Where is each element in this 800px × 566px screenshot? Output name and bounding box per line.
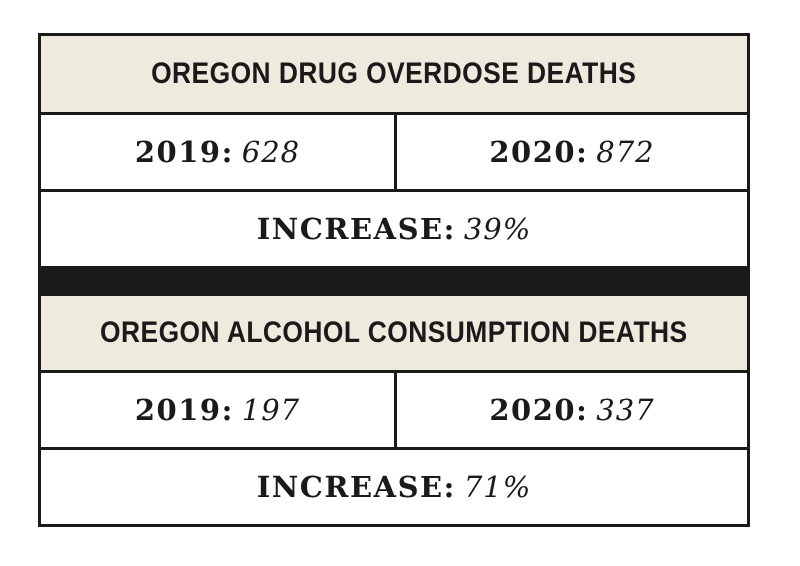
drug-overdose-title: OREGON DRUG OVERDOSE DEATHS	[151, 57, 637, 90]
alcohol-2020-label: 2020:	[489, 393, 589, 427]
drug-2020-label: 2020:	[489, 135, 589, 169]
alcohol-title-row: OREGON ALCOHOL CONSUMPTION DEATHS	[41, 296, 747, 370]
divider	[41, 189, 747, 192]
column-divider	[394, 115, 397, 189]
drug-increase-cell: INCREASE: 39%	[41, 192, 747, 266]
drug-2020-value: 872	[596, 135, 655, 169]
divider	[41, 112, 747, 115]
alcohol-increase-label: INCREASE:	[256, 470, 456, 504]
alcohol-2019-cell: 2019: 197	[41, 373, 394, 447]
alcohol-title: OREGON ALCOHOL CONSUMPTION DEATHS	[100, 316, 688, 349]
divider	[41, 370, 747, 373]
drug-increase-value: 39%	[463, 212, 532, 246]
alcohol-increase-cell: INCREASE: 71%	[41, 450, 747, 524]
alcohol-2020-value: 337	[596, 393, 655, 427]
alcohol-2019-label: 2019:	[134, 393, 234, 427]
drug-2020-cell: 2020: 872	[397, 115, 747, 189]
drug-increase-label: INCREASE:	[256, 212, 456, 246]
drug-2019-value: 628	[241, 135, 301, 169]
column-divider	[394, 373, 397, 447]
drug-overdose-title-row: OREGON DRUG OVERDOSE DEATHS	[41, 36, 747, 112]
drug-2019-label: 2019:	[134, 135, 234, 169]
alcohol-2019-value: 197	[241, 393, 301, 427]
divider	[41, 447, 747, 450]
statistics-table: OREGON DRUG OVERDOSE DEATHS 2019: 628 20…	[38, 33, 750, 527]
drug-2019-cell: 2019: 628	[41, 115, 394, 189]
alcohol-2020-cell: 2020: 337	[397, 373, 747, 447]
alcohol-increase-value: 71%	[463, 470, 532, 504]
section-separator-band	[41, 266, 747, 296]
